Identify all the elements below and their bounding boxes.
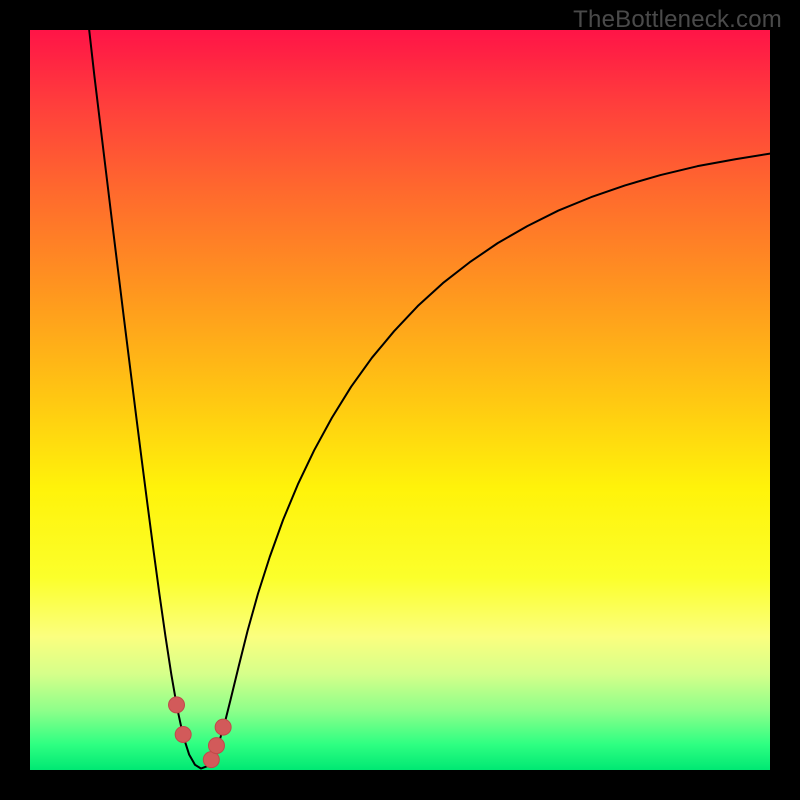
watermark-text: TheBottleneck.com [573,6,782,34]
bottleneck-chart [30,30,770,770]
outer-frame: TheBottleneck.com [0,0,800,800]
data-point [169,697,185,713]
data-point [208,738,224,754]
data-point [215,719,231,735]
chart-panel [30,30,770,770]
chart-background [30,30,770,770]
data-point [175,726,191,742]
